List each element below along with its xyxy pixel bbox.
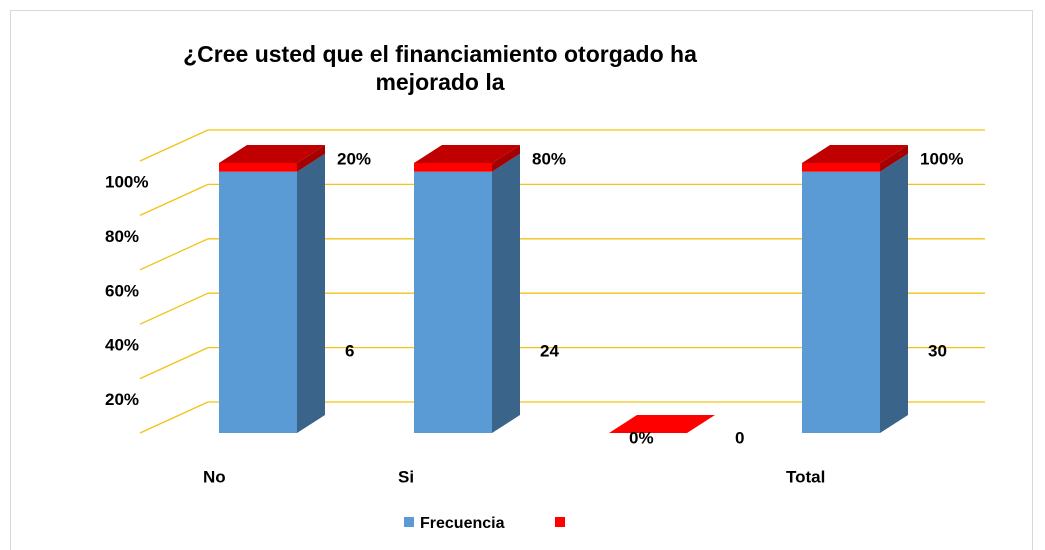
floor-line <box>139 401 209 434</box>
data-label: 0% <box>629 428 654 447</box>
legend-swatch <box>555 517 565 527</box>
data-label: 100% <box>920 149 963 168</box>
grid-line <box>139 183 209 216</box>
grid-line <box>139 292 209 325</box>
bar <box>414 163 492 172</box>
bar-top <box>414 145 520 163</box>
bar <box>219 171 297 434</box>
bar-side <box>880 153 908 434</box>
bar-side <box>492 145 520 172</box>
grid-line <box>139 347 209 380</box>
bar <box>414 171 492 434</box>
data-label: 0 <box>735 428 744 447</box>
y-tick-label: 80% <box>105 227 139 246</box>
chart-title: ¿Cree usted que el financiamiento otorga… <box>183 41 697 95</box>
x-tick-label: Si <box>398 467 414 486</box>
grid-line <box>139 238 209 271</box>
x-tick-label: No <box>203 467 226 486</box>
bar-side <box>297 145 325 172</box>
chart-frame <box>10 10 1033 550</box>
bar-top <box>609 415 715 433</box>
y-tick-label: 20% <box>105 390 139 409</box>
data-label: 20% <box>337 149 371 168</box>
bar <box>802 171 880 434</box>
data-label: 24 <box>540 341 559 360</box>
data-label: 6 <box>345 341 354 360</box>
y-tick-label: 100% <box>105 172 148 191</box>
legend-label: Frecuencia <box>420 515 505 532</box>
bar-side <box>297 153 325 434</box>
y-tick-label: 40% <box>105 336 139 355</box>
data-label: 80% <box>532 149 566 168</box>
data-label: 30 <box>928 341 947 360</box>
bar-top <box>802 145 908 163</box>
bar-side <box>492 153 520 434</box>
x-tick-label: Total <box>786 467 825 486</box>
legend-swatch <box>404 517 414 527</box>
bar <box>802 163 880 172</box>
bar <box>219 163 297 172</box>
bar-top <box>219 145 325 163</box>
y-tick-label: 60% <box>105 281 139 300</box>
grid-line <box>139 129 209 162</box>
bar-side <box>880 145 908 172</box>
